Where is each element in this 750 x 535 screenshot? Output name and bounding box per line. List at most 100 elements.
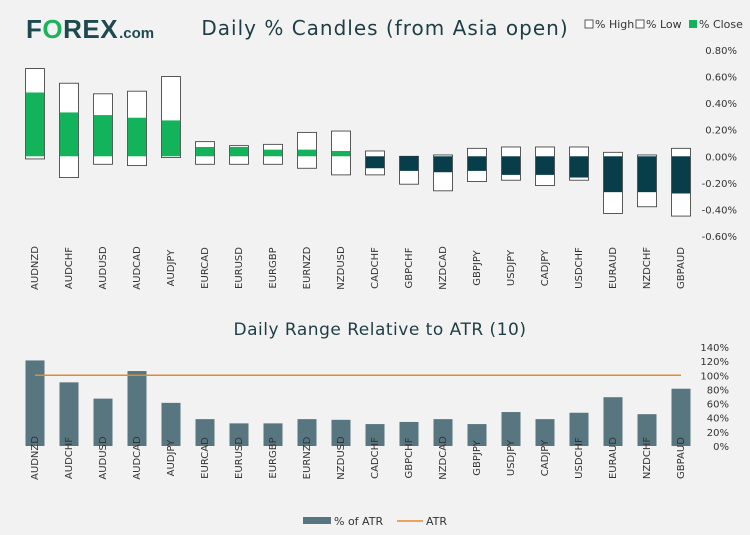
atr-x-tick: AUDJPY (166, 439, 177, 477)
candle-close-bar (671, 156, 691, 194)
candles-plot (25, 68, 691, 217)
atr-bar (569, 412, 589, 446)
atr-y-tick: 0% (713, 442, 729, 453)
legend-pct-atr-label: % of ATR (334, 515, 383, 528)
atr-bar (603, 397, 623, 446)
candles-x-tick: GBPCHF (404, 247, 415, 288)
candles-y-tick: -0.40% (702, 205, 737, 216)
candles-x-tick: EURCAD (200, 247, 211, 289)
atr-y-tick: 20% (707, 428, 729, 439)
candles-x-tick: NZDUSD (336, 246, 347, 290)
atr-bar (365, 424, 385, 446)
candle-close-bar (365, 156, 385, 169)
atr-x-tick: NZDUSD (336, 436, 347, 480)
atr-x-tick: NZDCHF (642, 437, 653, 480)
atr-x-tick: CADCHF (370, 437, 381, 479)
candle-close-bar (637, 156, 657, 193)
atr-bar (25, 360, 45, 446)
candle-close-bar (501, 156, 521, 175)
atr-x-axis: AUDNZD AUDCHF AUDUSD AUDCAD AUDJPY EURCAD EURU… (30, 436, 687, 480)
atr-x-tick: EURCAD (200, 437, 211, 479)
atr-y-axis: 140% 120% 100% 80% 60% 40% 20% 0% (700, 343, 729, 453)
forex-logo: FOREX.com (26, 14, 155, 44)
candle-close-bar (93, 115, 113, 157)
atr-bar (671, 388, 691, 446)
candles-y-tick: -0.20% (702, 179, 737, 190)
candle-close-bar (331, 150, 351, 157)
atr-x-tick: EURNZD (302, 436, 313, 479)
candles-legend: % High % Low % Close (584, 18, 743, 31)
candle-close-bar (535, 156, 555, 175)
atr-y-tick: 60% (707, 400, 729, 411)
atr-bar (433, 419, 453, 446)
candles-x-tick: AUDCHF (64, 247, 75, 289)
atr-bar (637, 414, 657, 446)
atr-plot (25, 360, 691, 446)
atr-x-tick: AUDUSD (98, 436, 109, 480)
legend-high-swatch (584, 19, 594, 29)
atr-legend: % of ATR ATR (303, 515, 447, 528)
candle-close-bar (569, 156, 589, 178)
atr-y-tick: 120% (700, 357, 729, 368)
atr-x-tick: EURAUD (608, 437, 619, 479)
atr-x-tick: NZDCAD (438, 436, 449, 480)
atr-x-tick: USDCHF (574, 437, 585, 479)
atr-bar (93, 398, 113, 446)
atr-bar (263, 423, 283, 446)
atr-y-tick: 40% (707, 414, 729, 425)
atr-x-tick: CADJPY (540, 439, 551, 476)
candles-x-tick: EURAUD (608, 247, 619, 289)
candles-x-tick: EURNZD (302, 246, 313, 289)
atr-bar (399, 421, 419, 446)
atr-bar (331, 419, 351, 446)
atr-bar (535, 419, 555, 446)
candles-x-tick: USDCHF (574, 247, 585, 289)
atr-x-tick: GBPAUD (676, 437, 687, 479)
candles-y-tick: 0.20% (705, 126, 737, 137)
candles-x-tick: CADJPY (540, 249, 551, 286)
candle-close-bar (467, 156, 487, 171)
legend-close-swatch (689, 20, 697, 28)
candles-x-tick: NZDCHF (642, 247, 653, 290)
candle-close-bar (399, 156, 419, 171)
atr-bar (195, 419, 215, 446)
candles-chart-title: Daily % Candles (from Asia open) (201, 16, 568, 40)
atr-bar (229, 423, 249, 446)
candles-y-tick: 0.00% (705, 152, 737, 163)
candle-close-bar (161, 120, 181, 157)
candle-close-bar (433, 156, 453, 173)
candles-x-axis: AUDNZD AUDCHF AUDUSD AUDCAD AUDJPY EURCAD EURU… (30, 246, 687, 290)
atr-bar (59, 382, 79, 446)
candles-x-tick: AUDJPY (166, 249, 177, 287)
candles-x-tick: EURUSD (234, 247, 245, 289)
atr-bar (467, 424, 487, 446)
candle-close-bar (603, 156, 623, 193)
candles-y-axis: 0.80% 0.60% 0.40% 0.20% 0.00% -0.20% -0.40% -0.… (702, 46, 737, 243)
atr-x-tick: GBPCHF (404, 437, 415, 478)
candle-close-bar (25, 92, 45, 157)
candles-x-tick: CADCHF (370, 247, 381, 289)
atr-x-tick: AUDCHF (64, 437, 75, 479)
candles-x-tick: USDJPY (506, 249, 517, 286)
atr-y-tick: 100% (700, 371, 729, 382)
atr-x-tick: GBPJPY (472, 439, 483, 475)
candles-x-tick: GBPAUD (676, 247, 687, 289)
candles-x-tick: AUDUSD (98, 246, 109, 290)
candles-y-tick: 0.40% (705, 99, 737, 110)
candles-x-tick: AUDNZD (30, 246, 41, 290)
candle-close-bar (127, 117, 147, 157)
atr-bar (127, 371, 147, 446)
candles-x-tick: EURGBP (268, 247, 279, 288)
candles-y-tick: 0.60% (705, 73, 737, 84)
candles-x-tick: GBPJPY (472, 249, 483, 285)
atr-y-tick: 80% (707, 385, 729, 396)
atr-x-tick: EURGBP (268, 437, 279, 478)
candle-close-bar (195, 146, 215, 157)
candles-y-tick: -0.60% (702, 232, 737, 243)
atr-bar (161, 402, 181, 446)
legend-low-swatch (635, 19, 645, 29)
atr-x-tick: USDJPY (506, 439, 517, 476)
legend-pct-atr-swatch (303, 517, 331, 524)
atr-bar (501, 412, 521, 446)
